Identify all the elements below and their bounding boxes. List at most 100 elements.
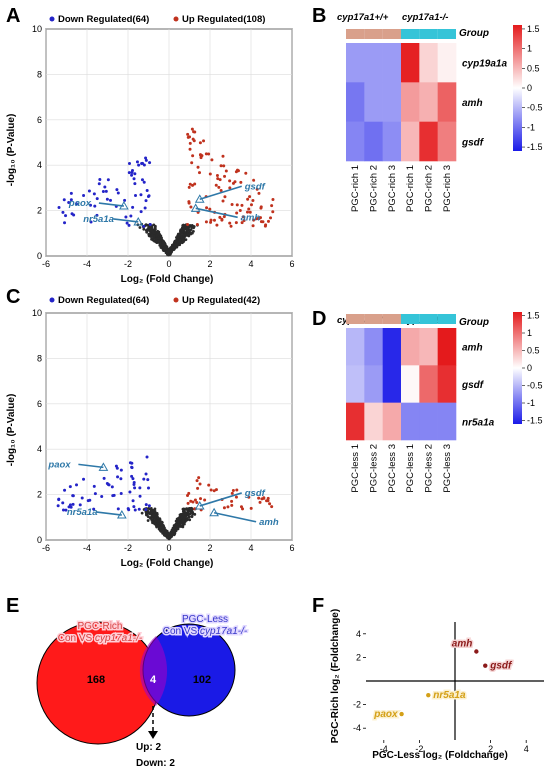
gene-label-paox: paox bbox=[68, 198, 92, 209]
data-point-up bbox=[235, 211, 239, 215]
data-point-ns bbox=[147, 232, 151, 236]
heatmap-cell bbox=[437, 365, 457, 403]
heatmap-cell bbox=[419, 402, 438, 441]
data-point-up bbox=[234, 221, 238, 225]
data-point-ns bbox=[154, 227, 157, 231]
y-tick-label: 2 bbox=[37, 490, 42, 500]
xlabel-c: Log₂ (Fold Change) bbox=[121, 558, 214, 569]
data-point-down bbox=[69, 505, 73, 509]
data-point-down bbox=[124, 215, 128, 219]
heatmap-cell bbox=[401, 121, 420, 162]
data-point-up bbox=[217, 185, 221, 189]
heatmap-gene-label: cyp19a1a bbox=[462, 59, 507, 70]
colorbar-ticks-b: 1.5 1 0.5 0 -0.5 -1 -1.5 bbox=[522, 24, 543, 152]
data-point-ns bbox=[152, 513, 156, 517]
panel-e: E PGC-Rich Con VS cyp17a1-/- PGC-Less Co… bbox=[6, 595, 249, 769]
data-point-ns bbox=[166, 249, 170, 253]
data-point-ns bbox=[174, 519, 178, 523]
annotation-arrow-nr5a1a bbox=[113, 218, 139, 223]
heatmap-cell bbox=[382, 121, 402, 162]
data-point-up bbox=[230, 491, 234, 495]
data-point-ns bbox=[183, 515, 187, 519]
y-tick-label: 2 bbox=[37, 206, 42, 216]
data-point-ns bbox=[183, 508, 186, 512]
data-point-down bbox=[127, 171, 131, 175]
data-point-down bbox=[61, 501, 65, 505]
annotation-marker-paox bbox=[98, 462, 109, 471]
legend-marker-down-a bbox=[49, 16, 55, 22]
data-point-ns bbox=[177, 525, 180, 528]
legend-down-a: Down Regulated(64) bbox=[58, 14, 149, 25]
data-point-ns bbox=[144, 510, 148, 514]
x-tick-label: -2 bbox=[415, 744, 423, 754]
data-point-down bbox=[104, 189, 108, 193]
venn-arrow-head bbox=[148, 731, 158, 739]
data-point-down bbox=[146, 478, 150, 482]
data-point-ns bbox=[142, 227, 146, 231]
heatmap-cell bbox=[346, 82, 365, 122]
heatmap-group2-b: cyp17a1-/- bbox=[402, 12, 448, 23]
annotation-arrow-amh bbox=[195, 207, 238, 219]
annotation-arrow-gsdf bbox=[199, 492, 242, 507]
data-point-up bbox=[186, 222, 190, 226]
data-point-ns bbox=[150, 519, 154, 522]
data-point-down bbox=[116, 507, 120, 511]
data-point-down bbox=[144, 158, 148, 162]
data-point-ns bbox=[157, 524, 161, 528]
group-annotation-cell bbox=[437, 314, 456, 324]
data-point-down bbox=[147, 504, 151, 508]
data-point-up bbox=[266, 219, 270, 223]
data-point-down bbox=[92, 484, 96, 488]
data-point-up bbox=[258, 500, 262, 504]
data-point-down bbox=[95, 213, 99, 217]
data-point-up bbox=[266, 499, 270, 503]
data-point-ns bbox=[179, 520, 183, 524]
data-point-down bbox=[144, 199, 148, 203]
ylabel-f: PGC-Rich log₂ (Foldchange) bbox=[330, 609, 341, 743]
data-point-up bbox=[193, 130, 197, 134]
data-point-up bbox=[209, 218, 213, 222]
data-point-ns bbox=[163, 533, 166, 537]
data-point-down bbox=[71, 494, 75, 498]
data-point-up bbox=[248, 210, 252, 214]
heatmap-sample-label: PGC-less 2 bbox=[369, 444, 380, 493]
y-tick-label: 6 bbox=[37, 399, 42, 409]
data-point-ns bbox=[155, 234, 158, 238]
heatmap-cell bbox=[382, 365, 402, 403]
data-point-down bbox=[142, 180, 146, 184]
data-point-up bbox=[252, 178, 256, 182]
data-point-ns bbox=[172, 530, 175, 533]
data-point-ns bbox=[162, 242, 166, 246]
data-point-up bbox=[219, 164, 223, 168]
heatmap-cell bbox=[401, 328, 420, 366]
data-point-up bbox=[262, 496, 266, 500]
data-point-up bbox=[197, 171, 201, 175]
data-point-up bbox=[245, 210, 249, 214]
gene-label-nr5a1a: nr5a1a bbox=[433, 690, 466, 701]
x-tick-label: -4 bbox=[83, 259, 91, 269]
gene-label-amh: amh bbox=[241, 212, 261, 223]
data-point-up bbox=[268, 502, 272, 506]
data-point-up bbox=[270, 505, 274, 509]
data-point-down bbox=[139, 210, 143, 214]
heatmap-cell bbox=[419, 328, 438, 366]
data-point-down bbox=[61, 508, 65, 512]
data-point-ns bbox=[181, 238, 184, 242]
y-tick-label: 0 bbox=[37, 535, 42, 545]
data-point-up bbox=[189, 205, 193, 209]
data-point-down bbox=[130, 173, 134, 177]
data-point-ns bbox=[174, 239, 178, 243]
data-point-down bbox=[137, 163, 141, 167]
data-point-up bbox=[193, 182, 197, 186]
data-point-down bbox=[105, 482, 109, 486]
colorbar-tick-label: 0.5 bbox=[527, 63, 540, 73]
data-point-down bbox=[108, 198, 112, 202]
colorbar-tick-label: -1.5 bbox=[527, 416, 543, 426]
data-point-ns bbox=[169, 535, 173, 539]
venn-count-overlap: 4 bbox=[150, 674, 157, 686]
heatmap-cell bbox=[437, 82, 457, 122]
data-point-ns bbox=[150, 237, 153, 241]
x-tick-label: 4 bbox=[248, 259, 253, 269]
data-point-up bbox=[186, 132, 190, 136]
